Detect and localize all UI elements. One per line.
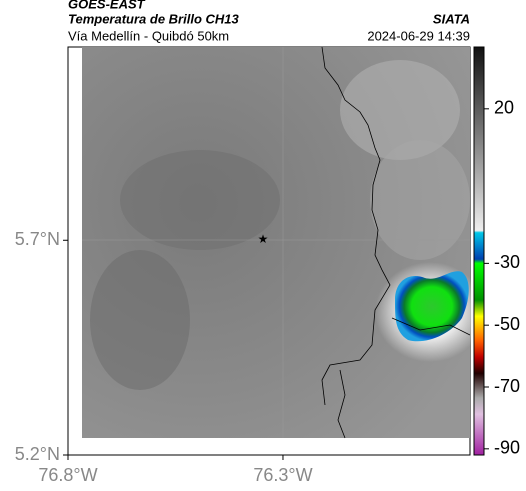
timestamp: 2024-06-29 14:39 [367, 28, 470, 43]
x-tick-label: 76.3°W [253, 465, 312, 485]
y-tick-label: 5.2°N [15, 444, 60, 464]
location-marker: ★ [258, 232, 269, 246]
colorbar-tick-label: -30 [494, 252, 520, 272]
y-tick-label: 5.7°N [15, 229, 60, 249]
boundary [337, 369, 346, 439]
colorbar [473, 46, 485, 456]
boundary [321, 46, 391, 406]
boundary [391, 317, 471, 336]
agency: SIATA [433, 11, 470, 26]
convective-cell [395, 271, 469, 342]
cloud-texture [90, 250, 190, 390]
colorbar-tick-label: -70 [494, 376, 520, 396]
route: Vía Medellín - Quibdó 50km [68, 28, 229, 43]
colorbar-tick-label: 20 [494, 98, 514, 118]
cloud-texture [340, 60, 460, 160]
colorbar-tick-label: -50 [494, 314, 520, 334]
colorbar-tick-label: -90 [494, 438, 520, 458]
x-tick-label: 76.8°W [38, 465, 97, 485]
cloud-texture [370, 140, 470, 260]
cloud-texture [120, 150, 280, 250]
product: Temperatura de Brillo CH13 [68, 11, 240, 26]
source: GOES-EAST [68, 0, 146, 11]
